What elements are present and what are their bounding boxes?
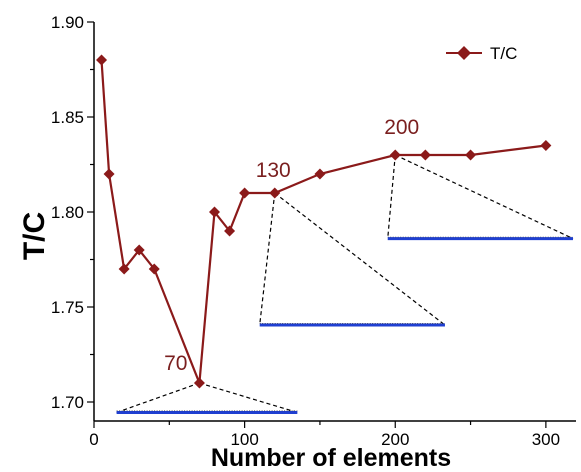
y-tick-label: 1.80 xyxy=(51,203,84,222)
y-axis-title: T/C xyxy=(18,212,51,260)
annotation-guide-line xyxy=(259,192,276,326)
legend-label: T/C xyxy=(490,44,517,63)
annotations: 70 130 200 xyxy=(116,116,574,414)
x-axis-title: Number of elements xyxy=(211,444,451,472)
data-point xyxy=(209,206,220,218)
data-point xyxy=(118,263,130,275)
y-tick-label: 1.90 xyxy=(51,13,84,32)
x-tick-label: 300 xyxy=(532,430,560,449)
data-point xyxy=(540,140,552,151)
legend-marker xyxy=(457,46,471,60)
data-point xyxy=(239,187,251,199)
annotation-guide-line xyxy=(199,382,298,414)
x-tick-label: 200 xyxy=(381,430,409,449)
data-point xyxy=(419,149,431,161)
annotation-guide-line xyxy=(116,382,200,414)
y-tick-label: 1.75 xyxy=(51,298,84,317)
data-point xyxy=(224,225,236,237)
data-point xyxy=(314,168,326,180)
annotation-label: 130 xyxy=(256,159,291,182)
y-tick-label: 1.70 xyxy=(51,393,84,412)
x-tick-label: 0 xyxy=(89,430,98,449)
x-tick-label: 100 xyxy=(230,430,258,449)
annotation-guide-line xyxy=(394,154,574,240)
ticks: 0 100 200 300 1.70 1.75 1.80 1.85 1.90 xyxy=(51,13,560,449)
annotation-label: 70 xyxy=(164,352,187,375)
annotation-guide-line xyxy=(387,154,396,239)
data-point xyxy=(269,187,281,199)
legend: T/C xyxy=(446,44,517,63)
series-line xyxy=(100,59,547,384)
data-point xyxy=(148,263,160,275)
series xyxy=(96,54,552,389)
y-tick-label: 1.85 xyxy=(51,108,84,127)
data-point xyxy=(96,54,108,66)
annotation-label: 200 xyxy=(384,116,419,139)
data-point xyxy=(133,244,145,256)
data-point xyxy=(103,168,115,180)
data-point xyxy=(193,377,205,389)
data-point xyxy=(389,149,401,161)
data-point xyxy=(465,149,477,161)
annotation-guide-line xyxy=(274,192,446,326)
